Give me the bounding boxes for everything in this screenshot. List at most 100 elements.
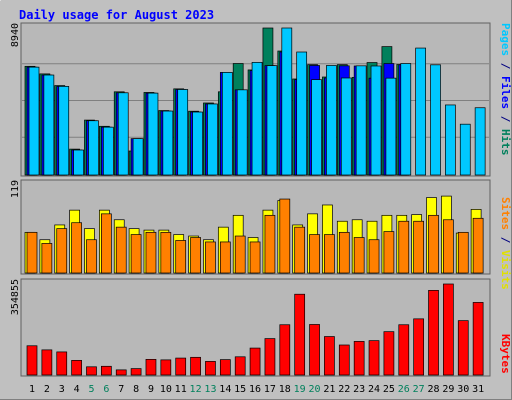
x-tick-label-16: 16 bbox=[249, 384, 261, 395]
x-tick-label-15: 15 bbox=[234, 384, 246, 395]
visits-bar-sites-17 bbox=[264, 214, 276, 274]
visits-bar-sites-8 bbox=[130, 234, 142, 274]
hits-bar-pages-29 bbox=[445, 104, 456, 176]
x-tick-label-26: 26 bbox=[398, 384, 410, 395]
visits-bar-sites-11 bbox=[175, 240, 187, 274]
visits-bar-sites-22 bbox=[338, 231, 350, 274]
visits-bar-sites-9 bbox=[145, 231, 157, 274]
visits-bar-sites-15 bbox=[234, 235, 246, 274]
x-tick-label-20: 20 bbox=[309, 384, 321, 395]
kbytes-bar-kbytes-7 bbox=[115, 369, 127, 376]
hits-bar-pages-26 bbox=[400, 63, 412, 176]
visits-bar-sites-19 bbox=[294, 226, 306, 274]
hits-ymax-label: 8940 bbox=[10, 23, 21, 47]
hits-bar-pages-16 bbox=[251, 62, 263, 176]
x-tick-label-8: 8 bbox=[133, 384, 139, 395]
kbytes-bar-kbytes-5 bbox=[86, 366, 97, 376]
visits-bar-sites-18 bbox=[279, 198, 291, 274]
hits-bar-pages-19 bbox=[296, 51, 308, 176]
hits-bar-pages-15 bbox=[236, 89, 248, 176]
hits-bar-pages-25 bbox=[385, 77, 397, 176]
kbytes-bar-kbytes-14 bbox=[219, 359, 231, 376]
kbytes-bar-kbytes-23 bbox=[353, 341, 365, 376]
visits-legend-part-2: Visits bbox=[499, 250, 512, 290]
x-tick-label-5: 5 bbox=[88, 384, 94, 395]
visits-bar-sites-6 bbox=[101, 213, 112, 274]
x-tick-label-4: 4 bbox=[74, 384, 80, 395]
kbytes-bar-kbytes-27 bbox=[413, 318, 424, 376]
x-tick-label-24: 24 bbox=[368, 384, 380, 395]
hits-bar-pages-3 bbox=[58, 86, 70, 176]
kbytes-bar-kbytes-12 bbox=[190, 356, 201, 376]
hits-bar-pages-22 bbox=[340, 77, 352, 176]
x-tick-label-18: 18 bbox=[279, 384, 291, 395]
visits-legend-part-0: Sites bbox=[499, 197, 512, 230]
chart-title: Daily usage for August 2023 bbox=[19, 8, 214, 22]
hits-bar-pages-28 bbox=[430, 64, 441, 176]
visits-bar-sites-5 bbox=[86, 239, 97, 274]
visits-series-label: Sites / Visits bbox=[499, 197, 512, 290]
kbytes-bar-kbytes-25 bbox=[383, 331, 395, 376]
kbytes-bar-kbytes-10 bbox=[160, 359, 172, 376]
visits-bar-sites-12 bbox=[190, 237, 201, 274]
hits-bar-pages-2 bbox=[43, 74, 55, 176]
hits-bar-pages-30 bbox=[459, 123, 471, 176]
hits-bar-pages-24 bbox=[370, 65, 382, 176]
x-tick-label-3: 3 bbox=[59, 384, 65, 395]
kbytes-series-label: KBytes bbox=[499, 334, 512, 374]
hits-bar-pages-21 bbox=[326, 65, 337, 176]
hits-legend-part-1: / bbox=[499, 56, 512, 76]
x-tick-label-14: 14 bbox=[219, 384, 231, 395]
kbytes-bar-kbytes-28 bbox=[428, 290, 439, 376]
hits-bar-pages-9 bbox=[147, 92, 159, 176]
visits-bar-sites-14 bbox=[219, 241, 231, 274]
x-tick-label-7: 7 bbox=[118, 384, 124, 395]
visits-bar-sites-16 bbox=[249, 241, 261, 274]
kbytes-bar-kbytes-16 bbox=[249, 347, 261, 376]
hits-bar-pages-6 bbox=[103, 126, 114, 176]
visits-bar-sites-25 bbox=[383, 231, 395, 274]
hits-bar-pages-8 bbox=[132, 138, 144, 176]
hits-legend-part-3: / bbox=[499, 109, 512, 129]
hits-bar-pages-18 bbox=[281, 27, 293, 176]
hits-bar-pages-31 bbox=[474, 107, 486, 176]
x-tick-label-2: 2 bbox=[44, 384, 50, 395]
kbytes-bar-kbytes-18 bbox=[279, 324, 291, 376]
visits-bar-sites-13 bbox=[205, 241, 216, 274]
visits-bar-sites-4 bbox=[71, 222, 82, 274]
kbytes-bar-kbytes-3 bbox=[56, 351, 68, 376]
visits-bar-sites-30 bbox=[457, 231, 469, 274]
kbytes-bar-kbytes-24 bbox=[368, 340, 380, 376]
kbytes-bar-kbytes-20 bbox=[309, 324, 320, 376]
kbytes-ymax-label: 354855 bbox=[10, 279, 21, 315]
x-tick-label-27: 27 bbox=[413, 384, 425, 395]
kbytes-bar-kbytes-8 bbox=[130, 368, 142, 376]
x-tick-label-10: 10 bbox=[160, 384, 172, 395]
visits-legend-part-1: / bbox=[499, 230, 512, 250]
hits-bar-pages-27 bbox=[415, 47, 426, 176]
kbytes-bar-kbytes-31 bbox=[472, 302, 484, 376]
visits-bar-sites-7 bbox=[115, 226, 127, 274]
kbytes-bar-kbytes-17 bbox=[264, 338, 276, 376]
visits-bar-sites-2 bbox=[41, 243, 53, 274]
x-tick-label-25: 25 bbox=[383, 384, 395, 395]
kbytes-bar-kbytes-9 bbox=[145, 359, 157, 376]
kbytes-bar-kbytes-2 bbox=[41, 349, 53, 376]
hits-legend-part-0: Pages bbox=[499, 23, 512, 56]
visits-bar-sites-20 bbox=[309, 234, 320, 274]
hits-bar-pages-17 bbox=[266, 65, 278, 176]
x-tick-label-21: 21 bbox=[323, 384, 335, 395]
chart-bars bbox=[22, 27, 489, 376]
hits-bar-pages-13 bbox=[207, 103, 218, 176]
x-tick-label-29: 29 bbox=[442, 384, 454, 395]
hits-bar-pages-11 bbox=[177, 89, 189, 176]
hits-bar-pages-5 bbox=[88, 120, 99, 176]
x-tick-label-30: 30 bbox=[457, 384, 469, 395]
x-tick-label-28: 28 bbox=[427, 384, 439, 395]
kbytes-bar-kbytes-29 bbox=[443, 283, 454, 376]
hits-series-label: Pages / Files / Hits bbox=[499, 23, 512, 156]
kbytes-bar-kbytes-6 bbox=[101, 365, 112, 376]
kbytes-bar-kbytes-22 bbox=[338, 344, 350, 376]
hits-bar-pages-1 bbox=[28, 66, 40, 176]
